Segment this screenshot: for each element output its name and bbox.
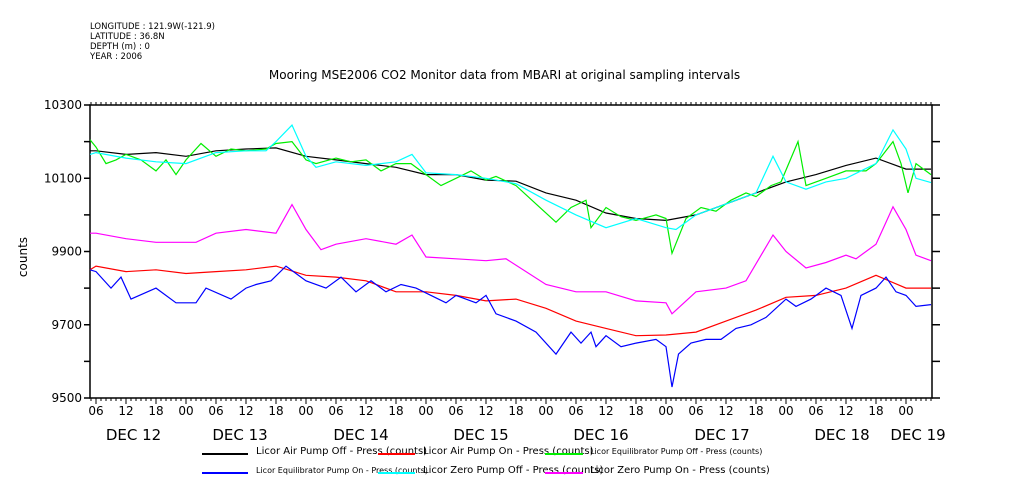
x-tick-label: 06 <box>808 404 823 418</box>
x-tick-label: 18 <box>388 404 403 418</box>
series-line-4 <box>89 124 932 231</box>
legend-label: Licor Equilibrator Pump On - Press (coun… <box>256 466 428 475</box>
plot-frame <box>89 104 933 399</box>
x-tick-label: 00 <box>178 404 193 418</box>
x-tick-label: 18 <box>508 404 523 418</box>
x-tick-label: 06 <box>568 404 583 418</box>
metadata-block: LONGITUDE : 121.9W(-121.9) LATITUDE : 36… <box>90 22 215 62</box>
y-tick-label: 10100 <box>44 171 82 185</box>
x-tick-label: 06 <box>688 404 703 418</box>
longitude-text: LONGITUDE : 121.9W(-121.9) <box>90 22 215 32</box>
legend-swatch <box>378 453 415 455</box>
date-label: DEC 17 <box>694 426 749 444</box>
latitude-text: LATITUDE : 36.8N <box>90 32 165 42</box>
x-tick-label: 18 <box>748 404 763 418</box>
legend-label: Licor Air Pump Off - Press (counts) <box>256 446 428 457</box>
legend-label: Licor Equilibrator Pump Off - Press (cou… <box>590 447 763 456</box>
x-tick-label: 00 <box>538 404 553 418</box>
series-line-0 <box>90 147 931 222</box>
x-tick-label: 00 <box>658 404 673 418</box>
series-line-2 <box>89 139 932 256</box>
date-label: DEC 15 <box>453 426 508 444</box>
x-tick-label: 12 <box>478 404 493 418</box>
x-tick-label: 00 <box>418 404 433 418</box>
series-line-3 <box>89 265 932 388</box>
date-label: DEC 18 <box>814 426 869 444</box>
legend-swatch <box>202 472 248 474</box>
x-tick-label: 18 <box>148 404 163 418</box>
x-tick-label: 18 <box>628 404 643 418</box>
x-tick-label: 18 <box>868 404 883 418</box>
series-line-5 <box>90 203 932 315</box>
year-text: YEAR : 2006 <box>90 52 143 62</box>
x-tick-label: 12 <box>598 404 613 418</box>
date-label: DEC 19 <box>890 426 945 444</box>
x-tick-label: 00 <box>898 404 913 418</box>
date-label: DEC 13 <box>212 426 267 444</box>
y-tick-label: 9900 <box>51 245 82 259</box>
legend-swatch <box>545 453 583 455</box>
x-tick-label: 12 <box>718 404 733 418</box>
x-tick-label: 00 <box>778 404 793 418</box>
y-tick-label: 10300 <box>44 98 82 112</box>
y-tick-label: 9700 <box>51 318 82 332</box>
x-tick-label: 06 <box>208 404 223 418</box>
legend-swatch <box>202 453 248 455</box>
legend-swatch <box>378 472 415 474</box>
legend-label: Licor Zero Pump On - Press (counts) <box>590 465 770 476</box>
date-label: DEC 14 <box>333 426 388 444</box>
x-tick-label: 18 <box>268 404 283 418</box>
x-tick-label: 12 <box>118 404 133 418</box>
legend-label: Licor Zero Pump Off - Press (counts) <box>423 465 604 476</box>
legend-label: Licor Air Pump On - Press (counts) <box>423 446 594 457</box>
x-tick-label: 06 <box>328 404 343 418</box>
x-tick-label: 06 <box>88 404 103 418</box>
series-line-1 <box>89 265 931 337</box>
x-tick-label: 12 <box>238 404 253 418</box>
x-tick-label: 06 <box>448 404 463 418</box>
x-tick-label: 12 <box>358 404 373 418</box>
x-tick-label: 00 <box>298 404 313 418</box>
x-tick-label: 12 <box>838 404 853 418</box>
date-label: DEC 16 <box>573 426 628 444</box>
y-tick-label: 9500 <box>51 391 82 405</box>
chart-title: Mooring MSE2006 CO2 Monitor data from MB… <box>268 68 741 82</box>
date-label: DEC 12 <box>106 426 161 444</box>
depth-text: DEPTH (m) : 0 <box>90 42 150 52</box>
legend-swatch <box>545 472 583 474</box>
